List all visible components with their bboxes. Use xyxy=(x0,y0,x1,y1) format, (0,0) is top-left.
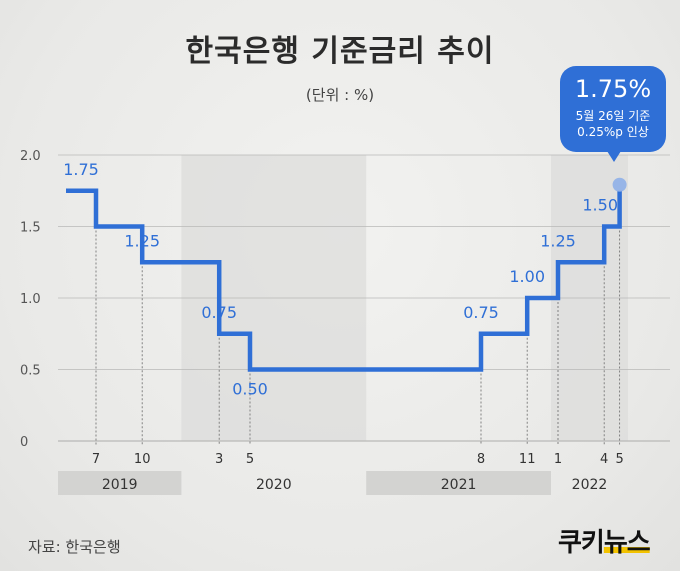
end-marker xyxy=(612,177,627,192)
series-line xyxy=(66,188,622,372)
y-tick-label: 1.5 xyxy=(20,221,41,236)
logo-part-2: 뉴스 xyxy=(603,528,651,558)
y-tick-label: 0.5 xyxy=(20,364,41,379)
year-label: 2019 xyxy=(102,477,138,493)
year-label: 2020 xyxy=(256,477,292,493)
year-band-0 xyxy=(58,471,182,495)
data-label: 1.00 xyxy=(509,267,545,286)
chart-title: 한국은행 기준금리 추이 xyxy=(185,34,495,69)
x-tick-label: 11 xyxy=(519,452,536,467)
year-band-2 xyxy=(366,471,551,495)
callout-value: 1.75% xyxy=(574,75,652,103)
data-label: 0.50 xyxy=(232,380,268,399)
x-tick-label: 5 xyxy=(246,452,254,467)
y-tick-label: 0 xyxy=(20,435,28,450)
x-tick-label: 1 xyxy=(554,452,562,467)
y-tick-label: 2.0 xyxy=(20,149,41,164)
year-label: 2022 xyxy=(572,477,608,493)
callout-pointer xyxy=(607,151,621,162)
data-label: 1.25 xyxy=(124,231,160,250)
x-tick-label: 7 xyxy=(92,452,100,467)
x-tick-label: 5 xyxy=(615,452,623,467)
data-label: 1.50 xyxy=(582,196,618,215)
y-tick-label: 1.0 xyxy=(20,292,41,307)
source-note: 자료: 한국은행 xyxy=(28,538,121,556)
x-tick-label: 8 xyxy=(477,452,485,467)
data-label: 1.75 xyxy=(63,160,99,179)
callout-change: 0.25%p 인상 xyxy=(577,125,649,139)
year-label: 2021 xyxy=(441,477,477,493)
x-tick-label: 4 xyxy=(600,452,608,467)
logo-part-1: 쿠키 xyxy=(558,528,605,558)
x-tick-label: 10 xyxy=(134,452,151,467)
data-label: 0.75 xyxy=(463,303,499,322)
data-label: 0.75 xyxy=(201,303,237,322)
x-tick-label: 3 xyxy=(215,452,223,467)
unit-label: (단위 : %) xyxy=(305,86,375,104)
callout-date: 5월 26일 기준 xyxy=(575,109,651,123)
brand-logo: 쿠키뉴스 xyxy=(558,522,651,559)
current-rate-callout: 1.75% 5월 26일 기준 0.25%p 인상 xyxy=(560,66,666,162)
data-label: 1.25 xyxy=(540,231,576,250)
